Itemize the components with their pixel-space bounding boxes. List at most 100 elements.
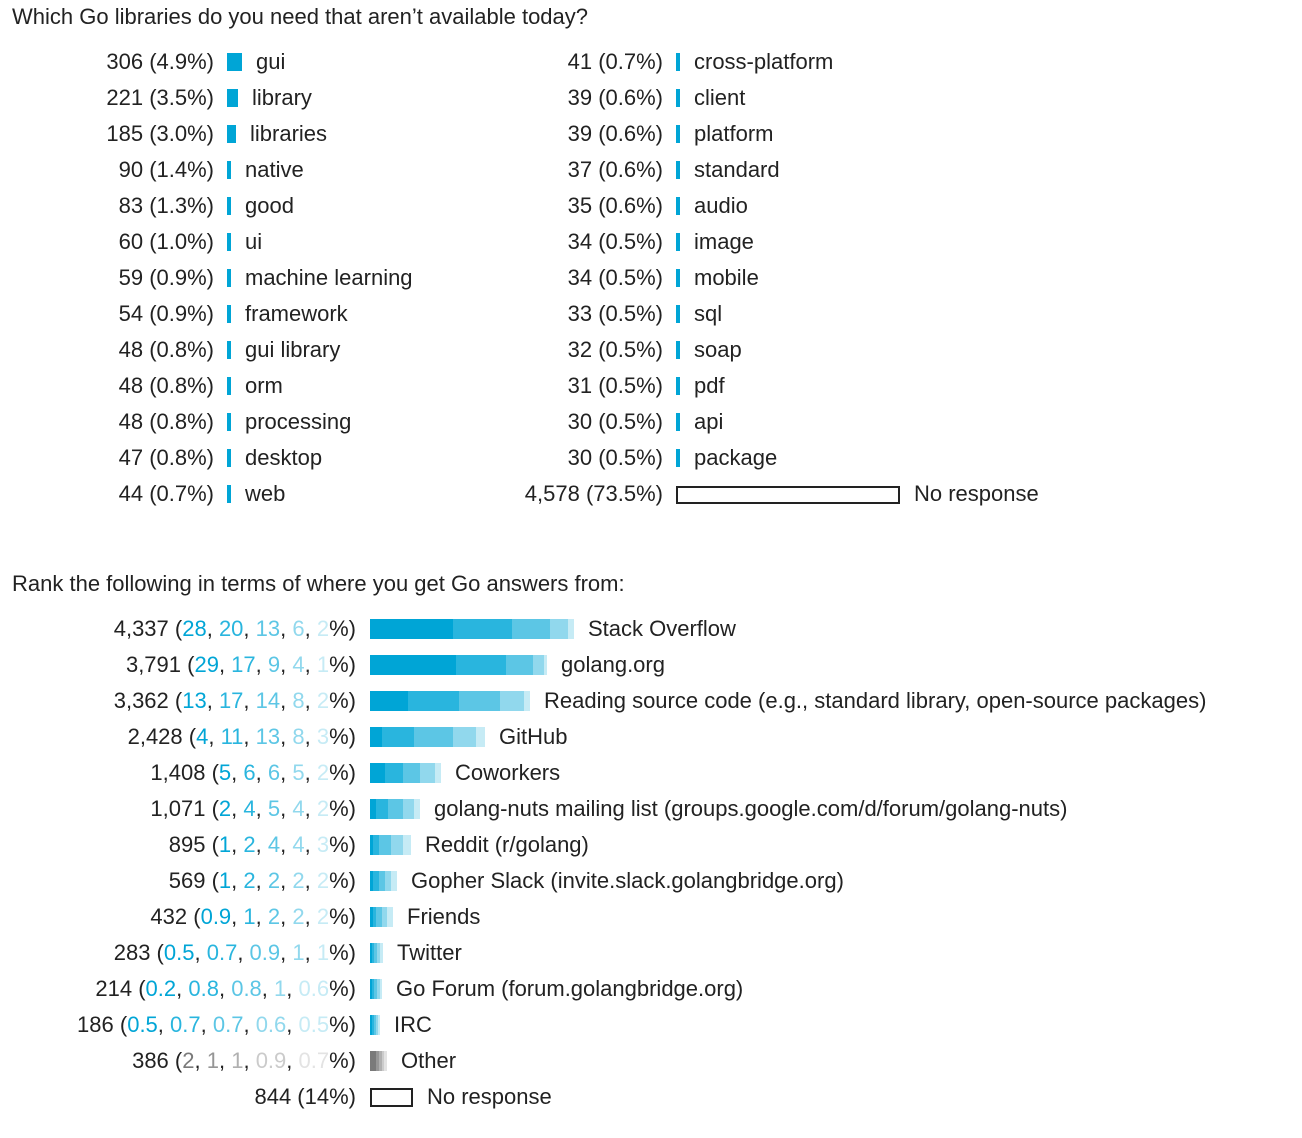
rank-5-value: 3 bbox=[316, 832, 330, 857]
rank-2-segment bbox=[372, 907, 376, 927]
rank-5-value: 2 bbox=[316, 904, 330, 929]
rank-3-segment bbox=[374, 1015, 377, 1035]
rank-3-segment bbox=[402, 763, 421, 783]
bar-label: native bbox=[245, 157, 304, 182]
rank-3-value: 5 bbox=[267, 796, 281, 821]
count-label: 844 (14%) bbox=[254, 1084, 356, 1109]
count-label: 4,337 (28, 20, 13, 6, 2%) bbox=[113, 616, 356, 641]
count-label: 386 (2, 1, 1, 0.9, 0.7%) bbox=[132, 1048, 356, 1073]
rank-5-segment bbox=[402, 835, 412, 855]
bar-label: libraries bbox=[250, 121, 328, 146]
bar-label: soap bbox=[694, 337, 742, 362]
rank-2-segment bbox=[372, 835, 379, 855]
stacked-bar bbox=[370, 619, 575, 639]
rank-3-value: 2 bbox=[267, 868, 281, 893]
bar-label: No response bbox=[914, 481, 1039, 506]
bar-label: Gopher Slack (invite.slack.golangbridge.… bbox=[411, 868, 844, 893]
rank-2-value: 17 bbox=[231, 652, 256, 677]
stacked-bar bbox=[370, 979, 382, 999]
stacked-bar bbox=[370, 1015, 381, 1035]
rank-5-segment bbox=[476, 727, 486, 747]
rank-3-segment bbox=[374, 943, 377, 963]
count-label: 48 (0.8%) bbox=[118, 373, 214, 398]
rank-5-segment bbox=[390, 871, 397, 891]
no-response-bar bbox=[370, 1088, 413, 1107]
library-row: 30 (0.5%) package bbox=[0, 440, 1302, 476]
rank-4-segment bbox=[532, 655, 545, 675]
rank-3-value: 13 bbox=[255, 724, 281, 749]
count-label: 30 (0.5%) bbox=[567, 445, 663, 470]
rank-4-segment bbox=[452, 727, 477, 747]
answer-row: 4,337 (28, 20, 13, 6, 2%) Stack Overflow bbox=[0, 611, 1302, 647]
rank-4-value: 4 bbox=[292, 796, 305, 821]
rank-2-value: 17 bbox=[218, 688, 244, 713]
no-response-bar bbox=[676, 486, 900, 504]
rank-1-segment bbox=[370, 871, 373, 891]
library-row: 35 (0.6%) audio bbox=[0, 188, 1302, 224]
library-row: 221 (3.5%) library bbox=[0, 80, 1302, 116]
count-label: 47 (0.8%) bbox=[118, 445, 214, 470]
rank-2-segment bbox=[375, 1051, 379, 1071]
count-label: 221 (3.5%) bbox=[106, 85, 214, 110]
library-row: 30 (0.5%) api bbox=[0, 404, 1302, 440]
bar bbox=[676, 197, 680, 215]
rank-3-value: 4 bbox=[267, 832, 281, 857]
rank-2-value: 1 bbox=[243, 904, 256, 929]
rank-5-value: 1 bbox=[316, 940, 330, 965]
rank-3-value: 9 bbox=[267, 652, 281, 677]
bar-label: gui bbox=[256, 49, 286, 74]
rank-2-segment bbox=[372, 871, 379, 891]
bar bbox=[676, 89, 680, 107]
rank-3-value: 14 bbox=[255, 688, 281, 713]
bar-label: audio bbox=[694, 193, 748, 218]
bar-label: good bbox=[245, 193, 294, 218]
bar-label: golang-nuts mailing list (groups.google.… bbox=[434, 796, 1068, 821]
library-row: 34 (0.5%) mobile bbox=[0, 260, 1302, 296]
rank-3-value: 13 bbox=[255, 616, 281, 641]
library-row: 59 (0.9%) machine learning bbox=[0, 260, 1302, 296]
rank-3-segment bbox=[511, 619, 551, 639]
rank-1-value: 0.2 bbox=[145, 976, 177, 1001]
stacked-bar bbox=[370, 799, 421, 819]
rank-5-segment bbox=[544, 655, 548, 675]
bar-label: processing bbox=[245, 409, 352, 434]
rank-1-value: 1 bbox=[218, 832, 232, 857]
rank-2-value: 0.7 bbox=[206, 940, 238, 965]
stacked-bar bbox=[370, 907, 394, 927]
rank-4-segment bbox=[420, 763, 436, 783]
rank-5-segment bbox=[414, 799, 421, 819]
count-label: 3,362 (13, 17, 14, 8, 2%) bbox=[113, 688, 356, 713]
count-label: 90 (1.4%) bbox=[118, 157, 214, 182]
rank-1-segment bbox=[370, 907, 373, 927]
bar-label: IRC bbox=[394, 1012, 432, 1037]
answer-row: 895 (1, 2, 4, 4, 3%) Reddit (r/golang) bbox=[0, 827, 1302, 863]
rank-5-value: 0.6 bbox=[298, 976, 330, 1001]
answer-row: 2,428 (4, 11, 13, 8, 3%) GitHub bbox=[0, 719, 1302, 755]
rank-4-segment bbox=[376, 979, 380, 999]
rank-2-segment bbox=[372, 943, 375, 963]
rank-4-value: 2 bbox=[292, 904, 305, 929]
bar-label: Coworkers bbox=[455, 760, 561, 785]
rank-3-value: 0.9 bbox=[249, 940, 281, 965]
bar-label: platform bbox=[694, 121, 774, 146]
bar bbox=[227, 413, 231, 431]
bar bbox=[227, 161, 231, 179]
rank-1-value: 13 bbox=[182, 688, 207, 713]
rank-3-segment bbox=[374, 979, 377, 999]
bar-label: cross-platform bbox=[694, 49, 834, 74]
rank-5-segment bbox=[523, 691, 530, 711]
rank-1-segment bbox=[370, 1015, 372, 1035]
count-label: 3,791 (29, 17, 9, 4, 1%) bbox=[125, 652, 356, 677]
bar-label: Other bbox=[401, 1048, 457, 1073]
library-row: 48 (0.8%) orm bbox=[0, 368, 1302, 404]
count-label: 48 (0.8%) bbox=[118, 409, 214, 434]
rank-2-value: 2 bbox=[243, 832, 256, 857]
library-row: 306 (4.9%) gui bbox=[0, 44, 1302, 80]
bar-label: desktop bbox=[245, 445, 323, 470]
library-row: 39 (0.6%) platform bbox=[0, 116, 1302, 152]
count-label: 83 (1.3%) bbox=[118, 193, 214, 218]
rank-4-value: 6 bbox=[292, 616, 305, 641]
bar bbox=[676, 233, 680, 251]
rank-4-segment bbox=[384, 871, 391, 891]
rank-5-value: 2 bbox=[316, 688, 330, 713]
